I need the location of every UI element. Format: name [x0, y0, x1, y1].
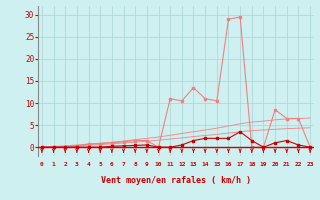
X-axis label: Vent moyen/en rafales ( km/h ): Vent moyen/en rafales ( km/h ): [101, 176, 251, 185]
